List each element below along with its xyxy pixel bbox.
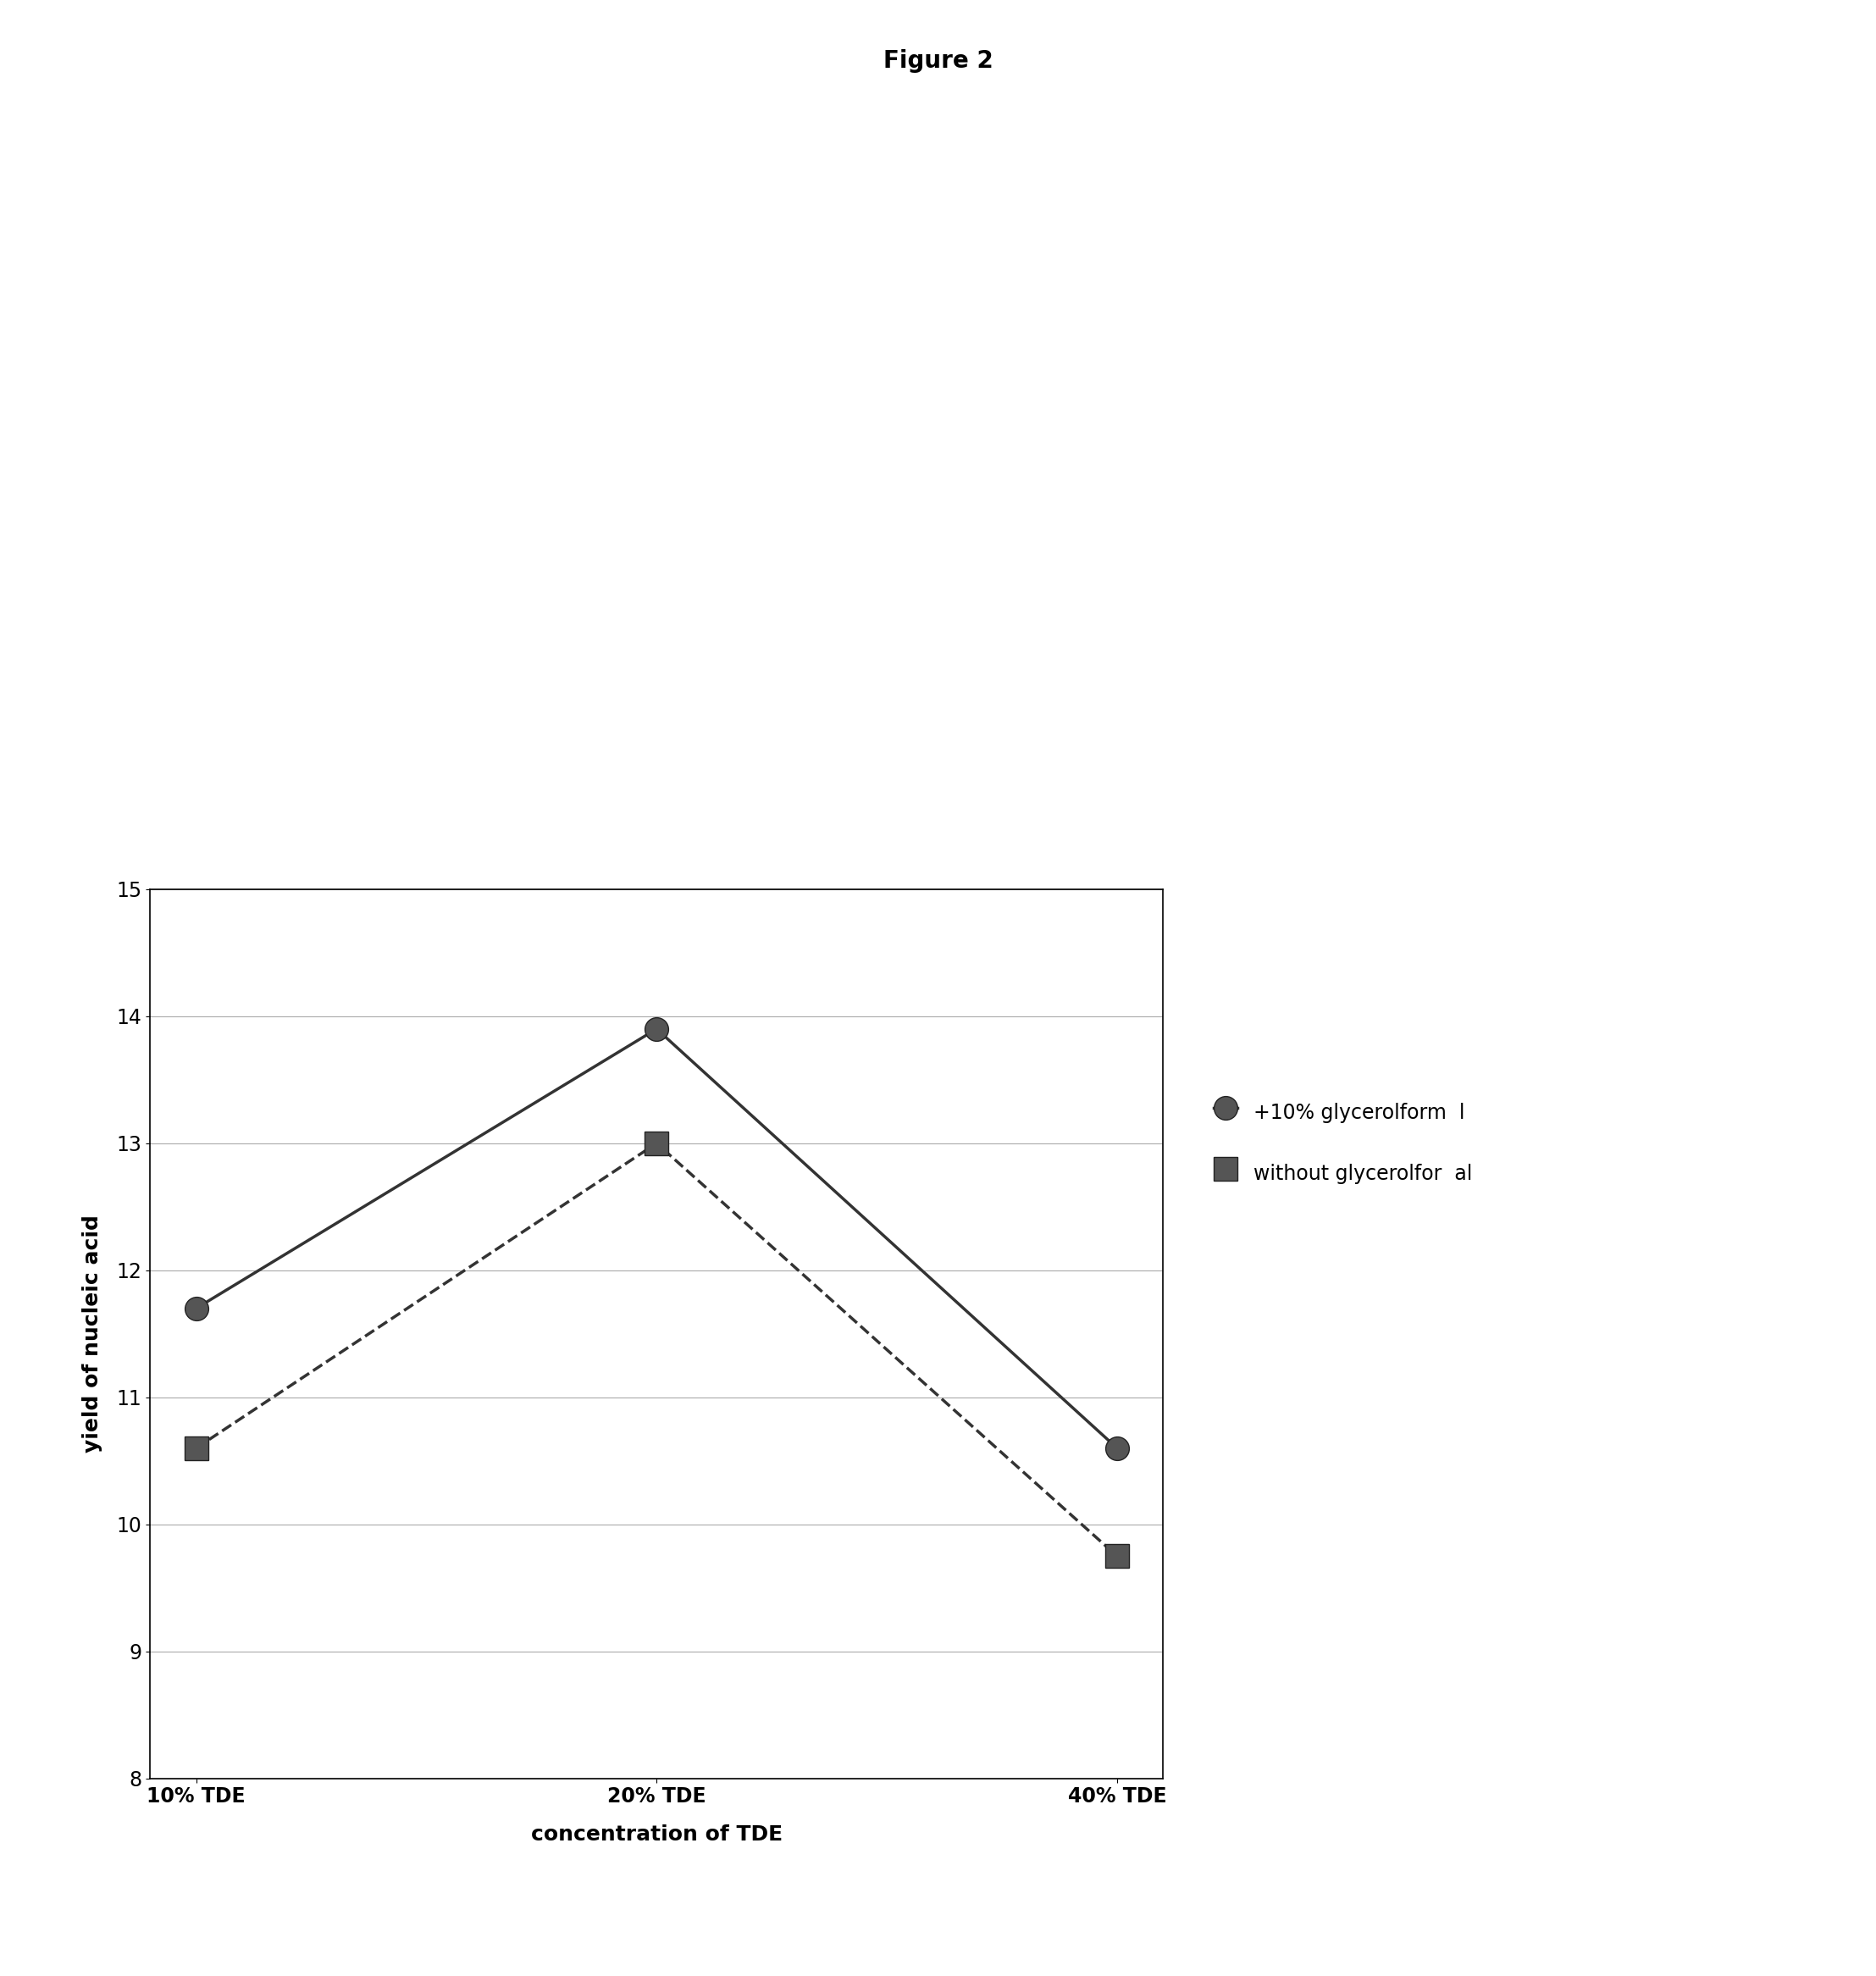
Text: Figure 2: Figure 2 xyxy=(884,49,992,73)
Legend: +10% glycerolform  l, without glycerolfor  al: +10% glycerolform l, without glycerolfor… xyxy=(1193,1077,1491,1209)
X-axis label: concentration of TDE: concentration of TDE xyxy=(531,1824,782,1846)
Y-axis label: yield of nucleic acid: yield of nucleic acid xyxy=(83,1215,101,1452)
